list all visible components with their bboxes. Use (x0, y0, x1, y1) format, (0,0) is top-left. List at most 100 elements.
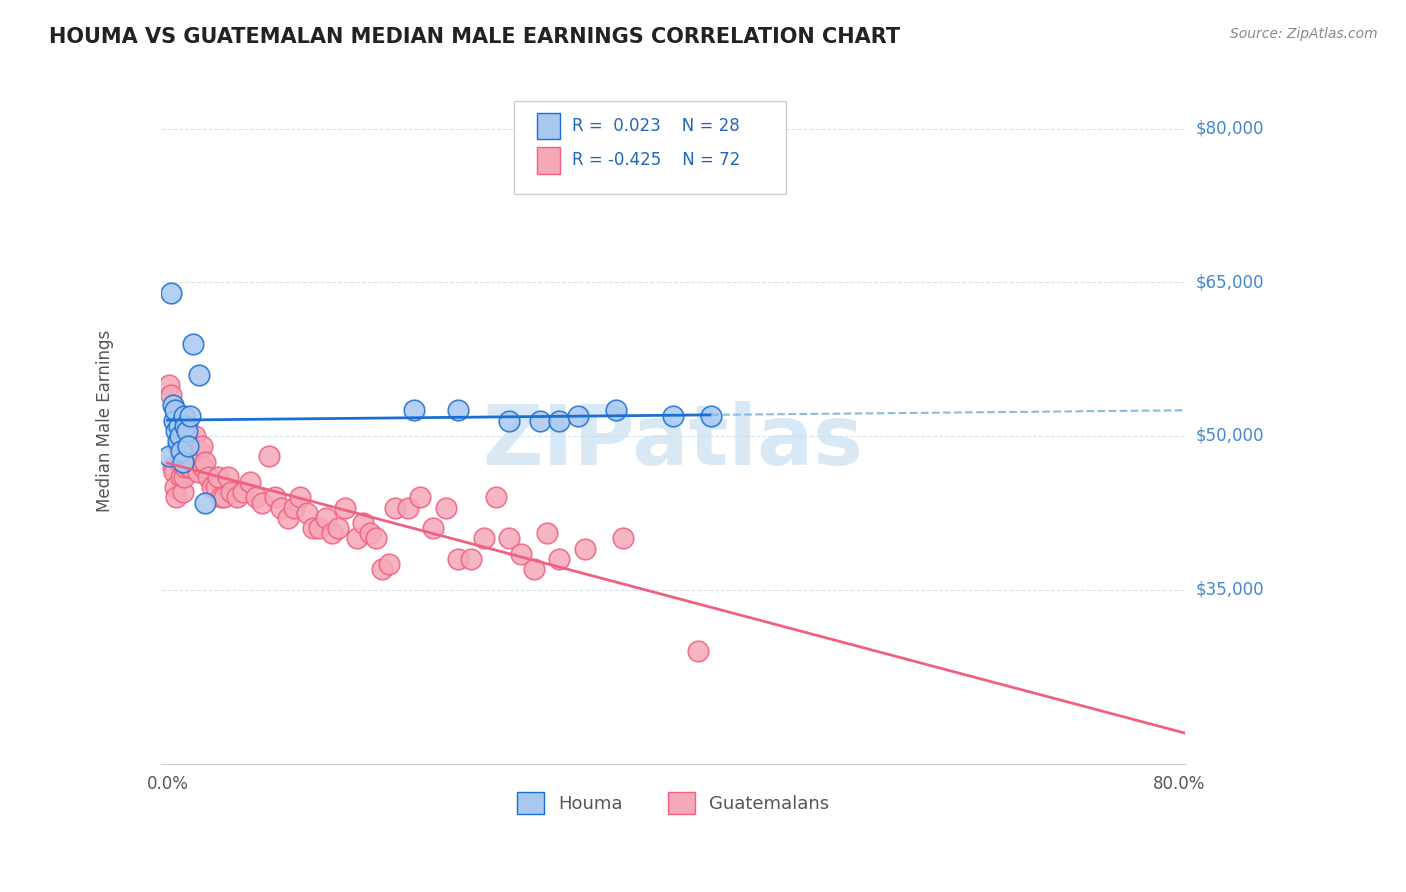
Point (371, 562, 394, 576)
Point (402, 403, 425, 417)
Point (170, 444, 193, 458)
Point (179, 409, 201, 423)
Text: Source: ZipAtlas.com: Source: ZipAtlas.com (1230, 27, 1378, 41)
Point (177, 439, 200, 453)
Point (447, 552, 470, 566)
Text: $35,000: $35,000 (1195, 581, 1264, 599)
Point (172, 455, 194, 469)
Legend: Houma, Guatemalans: Houma, Guatemalans (508, 783, 838, 823)
Point (179, 459, 201, 474)
Point (177, 459, 200, 474)
Point (226, 491, 249, 505)
Point (165, 403, 187, 417)
Point (384, 500, 406, 515)
Point (174, 418, 197, 433)
Point (321, 526, 343, 541)
FancyBboxPatch shape (515, 102, 786, 194)
Point (187, 465, 209, 479)
Point (194, 455, 217, 469)
Point (295, 506, 318, 520)
Point (328, 521, 350, 535)
Point (194, 495, 217, 509)
Point (162, 398, 184, 412)
Point (173, 470, 195, 484)
Point (308, 521, 330, 535)
Point (283, 500, 305, 515)
Point (567, 409, 589, 423)
Point (163, 414, 186, 428)
Point (409, 491, 432, 505)
Point (204, 480, 226, 494)
Point (498, 532, 520, 546)
Point (190, 439, 212, 453)
Point (157, 377, 180, 392)
Point (662, 409, 685, 423)
Point (173, 409, 195, 423)
Point (264, 491, 287, 505)
Text: R = -0.425    N = 72: R = -0.425 N = 72 (572, 152, 740, 169)
Point (176, 418, 198, 433)
Point (191, 459, 214, 474)
Point (523, 562, 546, 576)
Text: HOUMA VS GUATEMALAN MEDIAN MALE EARNINGS CORRELATION CHART: HOUMA VS GUATEMALAN MEDIAN MALE EARNINGS… (49, 27, 900, 46)
Point (162, 459, 184, 474)
Point (612, 532, 634, 546)
Point (209, 491, 232, 505)
Point (176, 424, 198, 438)
Bar (537, 113, 560, 139)
Text: R =  0.023    N = 28: R = 0.023 N = 28 (572, 117, 740, 136)
Point (315, 511, 337, 525)
Point (157, 450, 180, 464)
Point (166, 434, 188, 449)
Bar (537, 147, 560, 174)
Point (472, 532, 495, 546)
Point (169, 429, 191, 443)
Point (170, 470, 193, 484)
Point (214, 491, 236, 505)
Point (353, 516, 375, 530)
Point (160, 388, 183, 402)
Point (184, 429, 207, 443)
Point (174, 459, 197, 474)
Point (574, 541, 596, 556)
Point (232, 485, 254, 500)
Point (167, 418, 190, 433)
Point (181, 455, 204, 469)
Point (239, 475, 262, 489)
Point (165, 491, 187, 505)
Point (169, 455, 191, 469)
Point (252, 495, 274, 509)
Point (688, 644, 710, 658)
Point (290, 491, 312, 505)
Point (548, 552, 571, 566)
Text: Median Male Earnings: Median Male Earnings (96, 329, 114, 512)
Point (165, 480, 187, 494)
Point (510, 547, 533, 561)
Point (548, 414, 571, 428)
Point (529, 414, 551, 428)
Point (460, 552, 482, 566)
Point (201, 480, 224, 494)
Point (498, 414, 520, 428)
Text: $65,000: $65,000 (1195, 273, 1264, 292)
Point (163, 465, 186, 479)
Text: $50,000: $50,000 (1195, 427, 1264, 445)
Point (188, 368, 211, 382)
Point (605, 403, 627, 417)
Point (270, 500, 292, 515)
Point (536, 526, 558, 541)
Point (217, 470, 239, 484)
Point (181, 336, 204, 351)
Point (434, 500, 457, 515)
Point (207, 470, 229, 484)
Point (172, 485, 194, 500)
Point (277, 511, 299, 525)
Point (700, 409, 723, 423)
Point (366, 532, 388, 546)
Point (188, 444, 211, 458)
Point (166, 439, 188, 453)
Point (447, 403, 470, 417)
Point (177, 450, 200, 464)
Point (165, 424, 187, 438)
Text: ZIPatlas: ZIPatlas (482, 401, 863, 482)
